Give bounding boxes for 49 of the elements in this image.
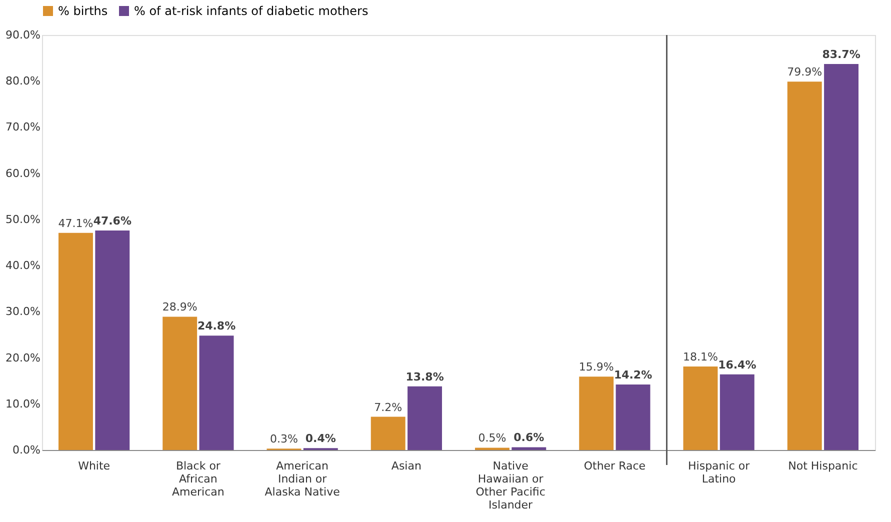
text: 24.8% bbox=[197, 320, 236, 333]
x-tick-label: Asian bbox=[391, 460, 422, 472]
text: 0.3% bbox=[270, 432, 298, 446]
x-tick-label: American Indian or Alaska Native bbox=[264, 460, 340, 498]
text: 15.9% bbox=[578, 360, 614, 374]
y-tick-label: 70.0% bbox=[6, 120, 40, 134]
bar bbox=[683, 366, 718, 450]
text: 18.1% bbox=[683, 350, 718, 364]
legend-label: % births bbox=[58, 4, 108, 18]
y-tick-label: 10.0% bbox=[6, 397, 40, 410]
y-tick-label: 90.0% bbox=[6, 28, 40, 42]
bar bbox=[162, 316, 198, 450]
text: 0.4% bbox=[305, 432, 336, 446]
x-tick-label: Hispanic or Latino bbox=[688, 460, 750, 486]
y-tick-label: 20.0% bbox=[6, 351, 40, 364]
text: 47.1% bbox=[58, 216, 94, 230]
x-tick-label: Black or African American bbox=[172, 460, 224, 498]
text: 83.7% bbox=[822, 48, 860, 62]
bar bbox=[199, 336, 234, 450]
y-tick-label: 50.0% bbox=[6, 212, 40, 226]
text: 0.5% bbox=[478, 432, 506, 445]
text: 47.6% bbox=[93, 214, 132, 228]
legend-label: % of at-risk infants of diabetic mothers bbox=[134, 4, 368, 18]
text: 13.8% bbox=[406, 370, 444, 384]
x-tick-label: Not Hispanic bbox=[788, 460, 858, 472]
bar bbox=[824, 64, 858, 450]
bar bbox=[579, 376, 614, 450]
x-tick-label: Other Race bbox=[584, 460, 646, 472]
bar bbox=[787, 82, 822, 450]
bar bbox=[370, 416, 406, 450]
y-tick-label: 40.0% bbox=[6, 259, 40, 272]
bar bbox=[408, 386, 442, 450]
x-tick-label: Native Hawaiian or Other Pacific Islander bbox=[476, 460, 546, 512]
text: 16.4% bbox=[718, 358, 756, 372]
x-tick-label: White bbox=[78, 460, 110, 472]
y-tick-label: 80.0% bbox=[6, 74, 40, 88]
text: 7.2% bbox=[374, 400, 402, 414]
text: 28.9% bbox=[162, 300, 198, 314]
bar bbox=[616, 384, 650, 450]
bar bbox=[95, 230, 130, 450]
bar bbox=[58, 232, 93, 450]
text: 79.9% bbox=[787, 66, 822, 79]
text: 0.6% bbox=[514, 431, 544, 444]
y-tick-label: 60.0% bbox=[6, 166, 40, 180]
bar bbox=[720, 374, 754, 450]
y-tick-label: 30.0% bbox=[6, 305, 40, 318]
y-tick-label: 0.0% bbox=[12, 444, 40, 456]
text: 14.2% bbox=[614, 368, 652, 382]
bar bbox=[512, 447, 546, 450]
